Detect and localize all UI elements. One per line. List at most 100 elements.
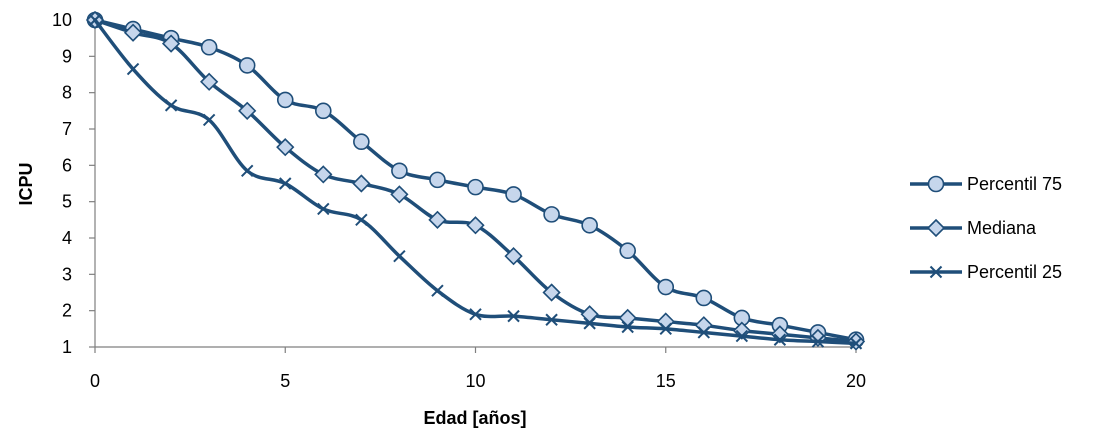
data-point-percentil-25 (545, 313, 558, 326)
data-point-percentil-75 (581, 216, 598, 234)
data-point-percentil-25 (126, 62, 140, 76)
data-point-percentil-75 (276, 91, 294, 109)
data-point-percentil-75 (543, 206, 560, 223)
x-marker-stroke (393, 249, 406, 263)
y-ticks: 1 2 3 4 5 6 7 8 9 10 (52, 10, 95, 357)
x-marker-stroke (88, 13, 102, 27)
y-tick-label: 9 (62, 46, 72, 66)
data-point-percentil-25 (88, 13, 102, 27)
series-mediana (85, 10, 866, 351)
data-point-percentil-25 (355, 213, 368, 227)
legend-label: Percentil 25 (967, 262, 1062, 282)
data-point-percentil-75 (391, 162, 408, 180)
x-marker-stroke (773, 333, 787, 346)
x-marker-stroke (697, 326, 711, 339)
y-tick-label: 10 (52, 10, 72, 30)
legend-marker-percentil-25 (929, 265, 943, 279)
data-point-mediana (352, 174, 371, 193)
x-marker-stroke (431, 284, 444, 297)
data-point-mediana (542, 283, 561, 302)
y-tick-label: 4 (62, 228, 72, 248)
data-point-percentil-25 (773, 333, 787, 346)
data-point-percentil-25 (393, 249, 406, 263)
data-point-mediana (238, 101, 257, 120)
y-tick-label: 7 (62, 119, 72, 139)
data-point-percentil-25 (507, 309, 520, 323)
x-marker-stroke (583, 317, 596, 330)
x-marker-stroke (659, 322, 672, 336)
x-marker-stroke (469, 308, 482, 321)
x-marker-stroke (317, 202, 330, 216)
data-point-mediana (314, 165, 333, 184)
series-percentil-25 (88, 13, 863, 350)
data-point-percentil-25 (469, 308, 482, 321)
x-marker-stroke (279, 177, 292, 190)
x-marker-stroke (507, 309, 520, 323)
data-point-percentil-75 (238, 57, 256, 74)
y-tick-label: 8 (62, 83, 72, 103)
data-point-mediana (200, 72, 219, 91)
x-tick-label: 5 (280, 371, 290, 391)
data-point-mediana (504, 247, 523, 266)
data-point-percentil-25 (621, 320, 634, 334)
data-point-percentil-25 (202, 113, 216, 127)
data-point-percentil-25 (659, 322, 672, 336)
legend-marker-percentil-75 (927, 175, 945, 193)
data-point-mediana (276, 138, 295, 157)
x-marker-stroke (735, 329, 749, 343)
x-marker-stroke (849, 337, 863, 350)
y-tick-label: 3 (62, 264, 72, 284)
x-marker-stroke (545, 313, 558, 326)
data-point-mediana (466, 216, 485, 235)
data-point-mediana (161, 34, 181, 53)
series-percentil-75 (86, 11, 865, 349)
data-point-percentil-75 (505, 186, 522, 203)
data-point-percentil-25 (735, 329, 749, 343)
x-marker-stroke (621, 320, 634, 334)
x-axis-title: Edad [años] (423, 408, 526, 428)
x-marker-stroke (929, 265, 943, 279)
x-marker-stroke (164, 99, 178, 112)
legend-label: Mediana (967, 218, 1037, 238)
x-tick-label: 0 (90, 371, 100, 391)
data-point-percentil-25 (583, 317, 596, 330)
x-marker-stroke (126, 62, 140, 76)
x-marker-stroke (240, 164, 254, 177)
y-axis-title: ICPU (16, 162, 36, 205)
y-tick-label: 6 (62, 155, 72, 175)
data-point-mediana (618, 308, 637, 328)
y-tick-label: 2 (62, 301, 72, 321)
series-layer (85, 10, 866, 351)
data-point-percentil-25 (240, 164, 254, 177)
x-marker-stroke (811, 335, 825, 348)
legend-item-percentil-25: Percentil 25 (910, 262, 1062, 282)
data-point-percentil-25 (164, 99, 178, 112)
data-point-percentil-25 (279, 177, 292, 190)
x-tick-label: 20 (846, 371, 866, 391)
data-point-percentil-75 (695, 289, 713, 307)
x-marker-stroke (355, 213, 368, 227)
data-point-mediana (428, 210, 447, 229)
data-point-percentil-25 (697, 326, 711, 339)
legend-marker-mediana (926, 218, 946, 238)
y-tick-label: 1 (62, 337, 72, 357)
data-point-percentil-75 (353, 133, 370, 151)
data-point-percentil-75 (467, 178, 484, 196)
legend: Percentil 75 Mediana Percentil 25 (910, 174, 1062, 282)
data-point-percentil-75 (314, 102, 332, 120)
data-point-mediana (390, 185, 409, 204)
legend-item-mediana: Mediana (910, 218, 1037, 238)
data-point-percentil-25 (317, 202, 330, 216)
data-point-mediana (580, 305, 599, 324)
x-tick-label: 15 (656, 371, 676, 391)
x-ticks: 0 5 10 15 20 (90, 347, 866, 391)
legend-label: Percentil 75 (967, 174, 1062, 194)
data-point-mediana (123, 23, 143, 42)
data-point-percentil-75 (619, 242, 637, 260)
data-point-percentil-25 (849, 337, 863, 350)
data-point-percentil-75 (200, 38, 218, 56)
data-point-percentil-75 (429, 171, 446, 189)
legend-item-percentil-75: Percentil 75 (910, 174, 1062, 194)
x-tick-label: 10 (465, 371, 485, 391)
